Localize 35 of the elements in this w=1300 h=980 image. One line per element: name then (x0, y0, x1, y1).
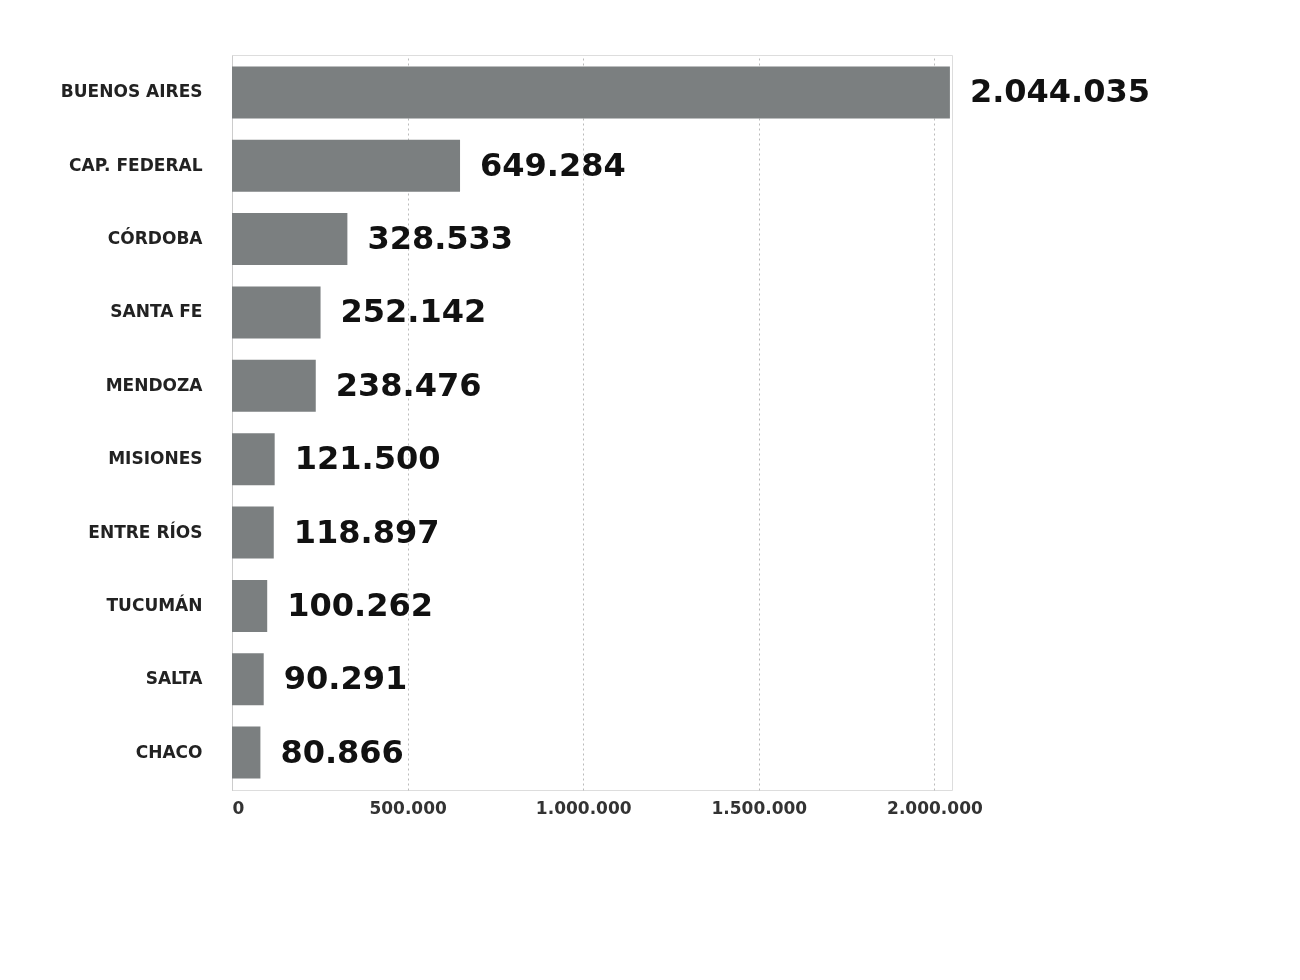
data-label: 2.044.035 (969, 72, 1151, 111)
data-label: 121.500 (294, 439, 441, 478)
y-tick-label: CAP. FEDERAL (69, 154, 203, 175)
bar (232, 726, 261, 779)
y-tick-label: MENDOZA (105, 374, 204, 395)
bar (232, 653, 264, 706)
y-tick-label: CÓRDOBA (107, 227, 204, 249)
y-tick-label: CHACO (135, 741, 203, 762)
data-label: 328.533 (367, 219, 514, 258)
bar (232, 506, 274, 559)
bar (232, 579, 268, 632)
x-tick-label: 1.000.000 (535, 797, 632, 818)
x-tick-label: 1.500.000 (711, 797, 808, 818)
y-tick-label: BUENOS AIRES (60, 81, 203, 102)
x-tick-label: 2.000.000 (887, 797, 983, 818)
bar (232, 213, 348, 266)
data-label: 649.284 (480, 145, 626, 184)
y-tick-label: TUCUMÁN (106, 593, 203, 615)
bar (232, 66, 950, 119)
x-tick-label: 0 (232, 797, 245, 818)
y-tick-label: SALTA (145, 668, 204, 689)
data-label: 118.897 (293, 512, 440, 551)
y-tick-label: ENTRE RÍOS (88, 520, 203, 542)
x-tick-label: 500.000 (369, 797, 447, 818)
data-label: 90.291 (283, 659, 408, 698)
bar (232, 433, 275, 486)
data-label: 238.476 (335, 365, 482, 404)
bar (232, 139, 461, 192)
bar (232, 359, 316, 412)
y-tick-label: MISIONES (108, 448, 203, 469)
y-tick-label: SANTA FE (110, 301, 203, 322)
data-label: 100.262 (287, 585, 433, 624)
data-label: 252.142 (340, 292, 487, 331)
data-label: 80.866 (280, 732, 404, 771)
bar (232, 286, 321, 339)
